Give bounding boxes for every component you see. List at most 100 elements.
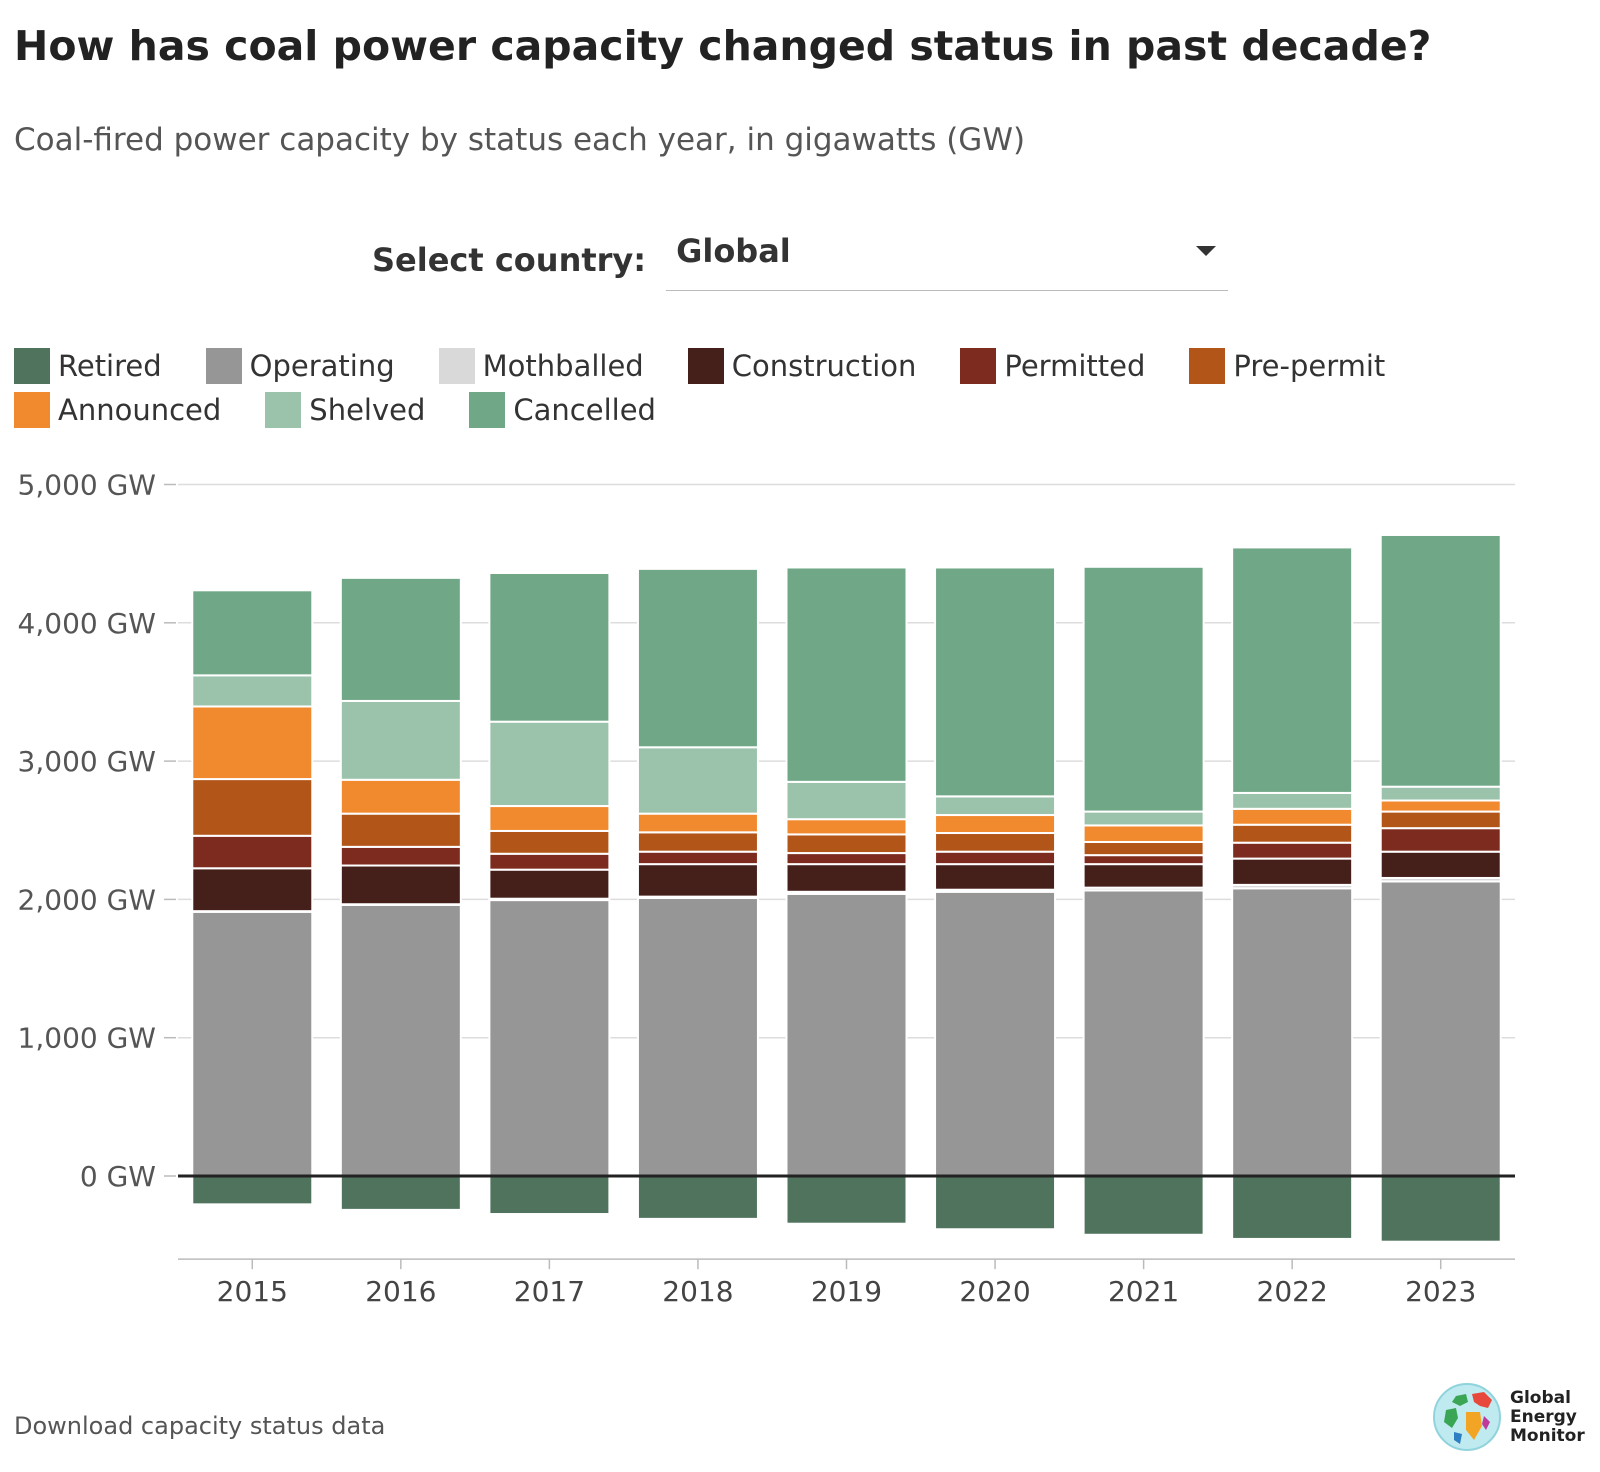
bar-segment-construction-2022[interactable] [1231,857,1354,886]
bar-segment-cancelled-2016[interactable] [339,576,462,702]
legend-item-construction[interactable]: Construction [687,348,916,384]
x-tick-label: 2017 [514,1275,585,1308]
legend-label: Operating [249,349,395,383]
y-tick-label: 4,000 GW [18,607,156,640]
bar-segment-retired-2018[interactable] [636,1175,759,1220]
bar-segment-retired-2017[interactable] [488,1175,611,1216]
bar-segment-operating-2018[interactable] [636,897,759,1178]
bar-segment-pre-permit-2018[interactable] [636,831,759,853]
bar-segment-shelved-2018[interactable] [636,746,759,815]
legend-item-shelved[interactable]: Shelved [265,392,425,428]
bar-segment-shelved-2020[interactable] [934,795,1057,817]
bar-segment-permitted-2019[interactable] [785,852,908,866]
bar-segment-cancelled-2021[interactable] [1082,565,1205,813]
bar-segment-shelved-2016[interactable] [339,699,462,781]
bar-segment-pre-permit-2017[interactable] [488,829,611,855]
bar-segment-cancelled-2019[interactable] [785,566,908,783]
bar-segment-pre-permit-2020[interactable] [934,832,1057,853]
country-selector-label: Select country: [372,240,647,279]
bar-segment-permitted-2023[interactable] [1379,827,1502,853]
download-data-link[interactable]: Download capacity status data [14,1412,386,1440]
bar-segment-retired-2019[interactable] [785,1175,908,1225]
legend-item-operating[interactable]: Operating [205,348,395,384]
legend-item-announced[interactable]: Announced [14,392,221,428]
bar-segment-construction-2019[interactable] [785,863,908,893]
legend-item-permitted[interactable]: Permitted [960,348,1145,384]
bar-segment-shelved-2023[interactable] [1379,785,1502,802]
bar-segment-construction-2021[interactable] [1082,863,1205,889]
bar-segment-operating-2023[interactable] [1379,880,1502,1178]
bar-segment-construction-2020[interactable] [934,863,1057,891]
bar-segment-operating-2015[interactable] [191,910,314,1177]
bar-segment-operating-2019[interactable] [785,892,908,1177]
bar-segment-announced-2020[interactable] [934,814,1057,835]
bar-segment-pre-permit-2019[interactable] [785,833,908,855]
bar-segment-retired-2022[interactable] [1231,1175,1354,1240]
bar-segment-operating-2020[interactable] [934,890,1057,1178]
logo-line-3: Monitor [1510,1425,1585,1446]
logo-line-1: Global [1510,1387,1571,1408]
legend-item-pre-permit[interactable]: Pre-permit [1189,348,1385,384]
bar-segment-shelved-2021[interactable] [1082,810,1205,827]
x-tick-label: 2023 [1405,1275,1476,1308]
bar-segment-retired-2020[interactable] [934,1175,1057,1231]
bar-segment-cancelled-2022[interactable] [1231,546,1354,794]
bar-segment-announced-2019[interactable] [785,818,908,836]
bar-segment-operating-2017[interactable] [488,899,611,1177]
bar-segment-construction-2015[interactable] [191,867,314,913]
bar-segment-pre-permit-2022[interactable] [1231,823,1354,844]
bar-segment-pre-permit-2021[interactable] [1082,841,1205,857]
y-tick-label: 5,000 GW [18,469,156,502]
bar-segment-announced-2015[interactable] [191,705,314,781]
legend-swatch [687,348,724,384]
bar-segment-announced-2017[interactable] [488,805,611,832]
bar-segment-pre-permit-2016[interactable] [339,812,462,848]
bar-segment-announced-2022[interactable] [1231,807,1354,826]
bar-segment-permitted-2017[interactable] [488,852,611,871]
bar-segment-shelved-2017[interactable] [488,720,611,808]
bar-segment-operating-2021[interactable] [1082,889,1205,1178]
bar-segment-cancelled-2015[interactable] [191,589,314,677]
bar-segment-cancelled-2017[interactable] [488,572,611,723]
legend-swatch [14,392,50,428]
bar-segment-shelved-2015[interactable] [191,674,314,708]
legend-item-retired[interactable]: Retired [14,348,162,384]
x-tick-label: 2021 [1108,1275,1179,1308]
bar-segment-announced-2023[interactable] [1379,799,1502,813]
bar-segment-permitted-2021[interactable] [1082,854,1205,866]
bar-segment-retired-2015[interactable] [191,1175,314,1206]
bar-segment-pre-permit-2023[interactable] [1379,810,1502,830]
legend-swatch [14,348,50,384]
bar-segment-retired-2021[interactable] [1082,1175,1205,1236]
bar-segment-retired-2016[interactable] [339,1175,462,1211]
bar-segment-announced-2021[interactable] [1082,824,1205,844]
chevron-down-icon[interactable] [1196,246,1217,256]
chart-legend: Retired Operating Mothballed Construction Pe… [14,348,1494,428]
bar-segment-operating-2016[interactable] [339,903,462,1177]
x-tick-label: 2022 [1257,1275,1328,1308]
bar-segment-announced-2016[interactable] [339,778,462,815]
bar-segment-shelved-2019[interactable] [785,780,908,821]
bar-segment-permitted-2015[interactable] [191,834,314,870]
legend-item-cancelled[interactable]: Cancelled [469,392,656,428]
bar-segment-construction-2017[interactable] [488,868,611,900]
legend-label: Mothballed [482,349,644,383]
bar-segment-cancelled-2023[interactable] [1379,533,1502,788]
bar-segment-permitted-2018[interactable] [636,850,759,866]
bar-segment-operating-2022[interactable] [1231,887,1354,1177]
bar-segment-shelved-2022[interactable] [1231,791,1354,810]
country-dropdown[interactable]: Global [666,228,1229,291]
bar-segment-construction-2018[interactable] [636,863,759,898]
bar-segment-permitted-2022[interactable] [1231,841,1354,860]
legend-item-mothballed[interactable]: Mothballed [438,348,644,384]
x-tick-label: 2018 [662,1275,733,1308]
bar-segment-cancelled-2018[interactable] [636,567,759,749]
bar-segment-cancelled-2020[interactable] [934,566,1057,798]
bar-segment-permitted-2016[interactable] [339,845,462,867]
bar-segment-construction-2016[interactable] [339,864,462,906]
bar-segment-permitted-2020[interactable] [934,850,1057,866]
bar-segment-retired-2023[interactable] [1379,1175,1502,1243]
bar-segment-construction-2023[interactable] [1379,850,1502,879]
bar-segment-pre-permit-2015[interactable] [191,778,314,837]
bar-segment-announced-2018[interactable] [636,812,759,834]
